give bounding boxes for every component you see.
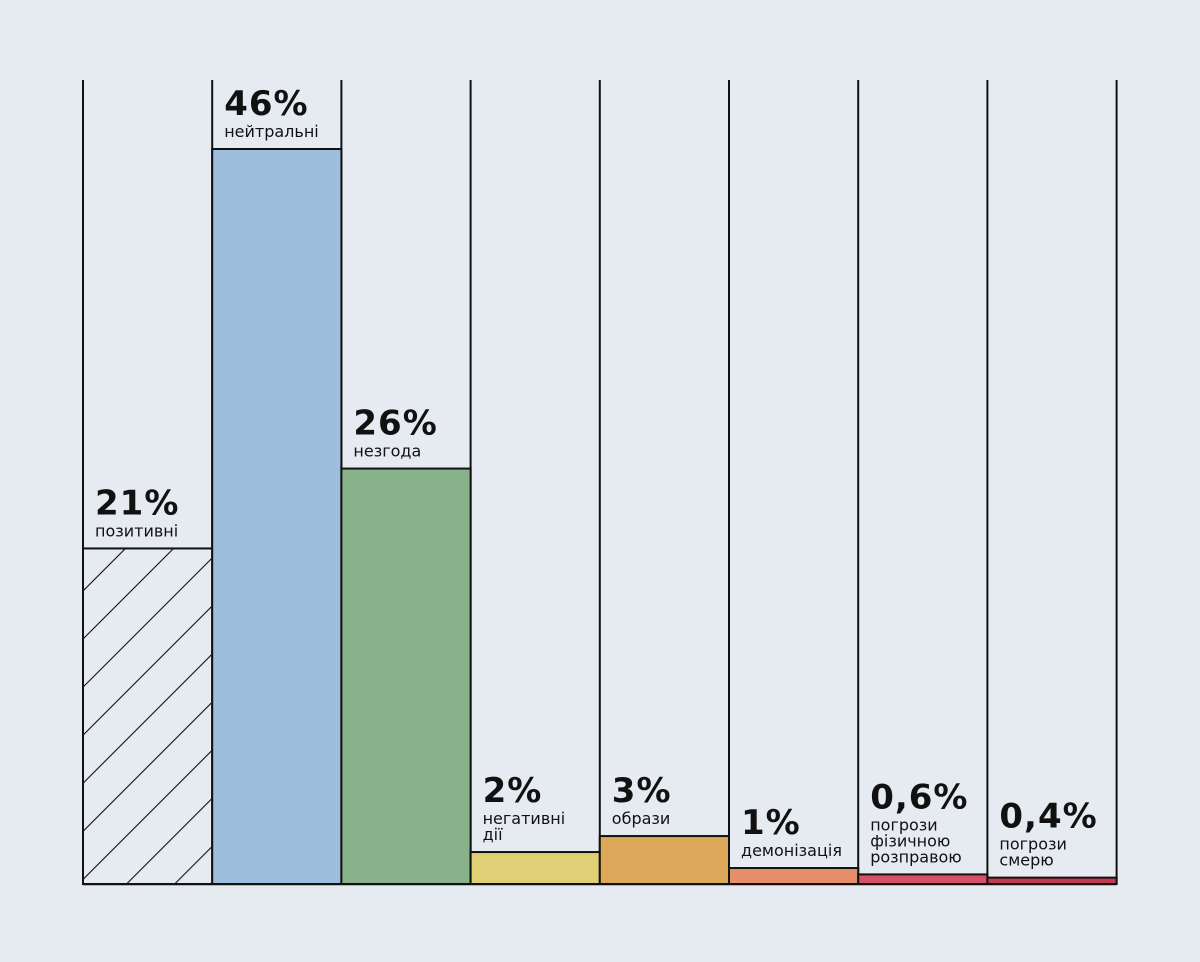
bar-6: [857, 873, 989, 885]
category-label-line: негативні: [483, 809, 566, 828]
category-label-line: смерю: [999, 851, 1053, 870]
category-label-line: образи: [612, 809, 671, 828]
category-label-line: погрози: [999, 835, 1067, 854]
bar-3: [469, 851, 601, 885]
value-label-7: 0,4%: [999, 797, 1097, 837]
category-label-line: погрози: [870, 815, 938, 834]
category-label-line: фізичною: [870, 831, 950, 850]
category-label-line: демонізація: [741, 841, 842, 860]
value-label-2: 26%: [353, 404, 437, 444]
value-label-0: 21%: [95, 483, 179, 523]
category-label-line: незгода: [353, 442, 421, 461]
bar-1: [211, 148, 343, 885]
value-label-6: 0,6%: [870, 777, 968, 817]
bar-4: [598, 835, 730, 886]
category-label-3: негативні дії: [483, 809, 566, 844]
bar-0: [82, 547, 214, 886]
bar-7: [986, 876, 1118, 886]
category-label-5: демонізація: [741, 841, 842, 860]
value-label-4: 3%: [612, 771, 672, 811]
bars: [82, 148, 1118, 886]
category-label-1: нейтральні: [224, 122, 319, 141]
category-label-0: позитивні: [95, 521, 178, 540]
value-label-1: 46%: [224, 84, 308, 124]
category-label-4: образи: [612, 809, 671, 828]
category-label-line: розправою: [870, 847, 962, 866]
category-label-line: дії: [483, 825, 504, 844]
bar-2: [340, 467, 472, 885]
bar-5: [728, 867, 860, 885]
category-label-7: погрози смерю: [999, 835, 1067, 870]
category-label-line: позитивні: [95, 521, 178, 540]
category-label-line: нейтральні: [224, 122, 319, 141]
category-label-6: погрози фізичною розправою: [870, 815, 962, 866]
category-label-2: незгода: [353, 442, 421, 461]
bar-labels: 21%позитивні 46%нейтральні 26%незгода 2%нег…: [95, 84, 1097, 870]
value-label-5: 1%: [741, 803, 801, 843]
value-label-3: 2%: [483, 771, 543, 811]
